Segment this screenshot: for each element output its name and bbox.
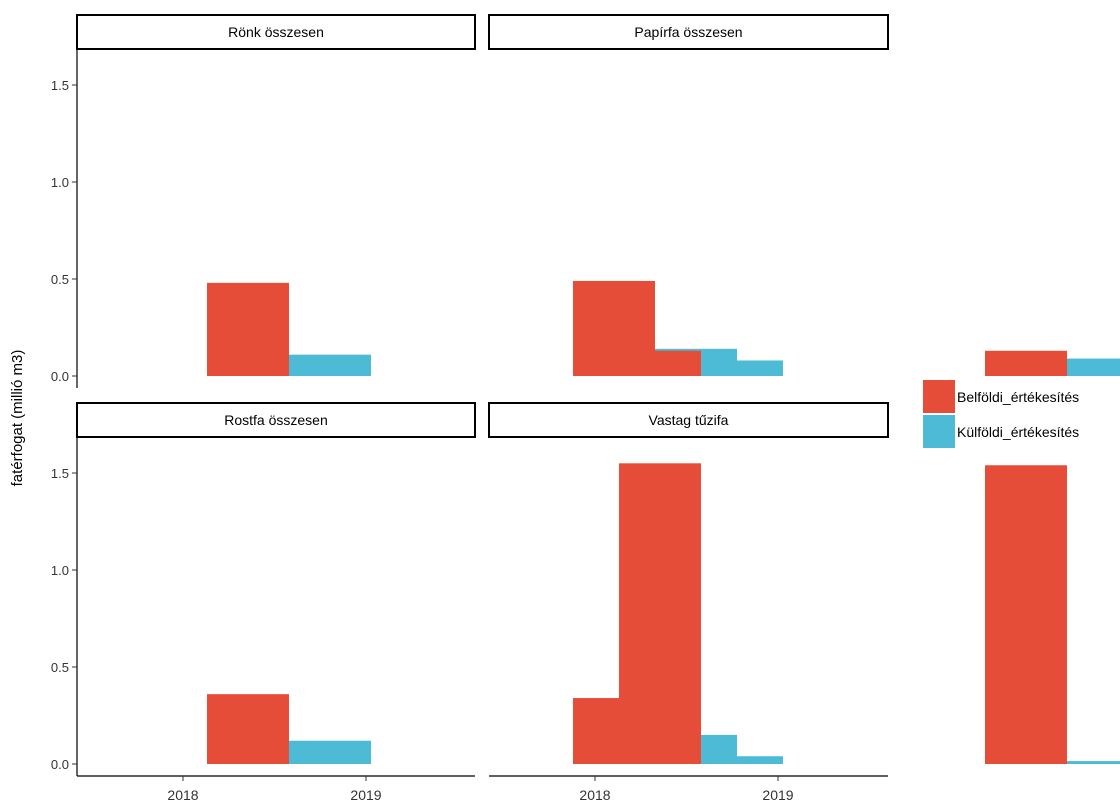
- bar: [207, 282, 289, 376]
- x-tick-label: 2018: [579, 787, 610, 803]
- facet-strip: [76, 402, 476, 438]
- x-tick-label: 2019: [762, 787, 793, 803]
- facet-strip: [76, 14, 476, 50]
- bar: [619, 463, 701, 764]
- bar: [289, 740, 371, 764]
- bar: [985, 465, 1067, 764]
- bar: [1067, 358, 1120, 376]
- facet-title: Vastag tűzifa: [649, 412, 729, 428]
- facet-title: Rostfa összesen: [224, 412, 328, 428]
- legend-key: [923, 380, 955, 413]
- y-tick-label: 0.0: [51, 757, 69, 772]
- y-tick-label: 0.0: [51, 369, 69, 384]
- y-tick-label: 0.5: [51, 660, 69, 675]
- y-tick-label: 1.5: [51, 466, 69, 481]
- facet-title: Papírfa összesen: [634, 24, 742, 40]
- bar: [619, 350, 701, 376]
- bar: [701, 756, 783, 764]
- legend-key: [923, 415, 955, 448]
- bar: [985, 350, 1067, 376]
- facet-strip: [488, 14, 889, 50]
- y-tick-label: 0.5: [51, 272, 69, 287]
- x-tick-label: 2019: [350, 787, 381, 803]
- bar: [289, 354, 371, 376]
- bar: [701, 360, 783, 376]
- legend-label: Belföldi_értékesítés: [957, 389, 1079, 405]
- y-tick-label: 1.0: [51, 175, 69, 190]
- legend-label: Külföldi_értékesítés: [957, 424, 1079, 440]
- y-tick-label: 1.0: [51, 563, 69, 578]
- bar: [207, 694, 289, 764]
- y-axis-title: fatérfogat (millió m3): [9, 350, 26, 487]
- bar: [1067, 761, 1120, 764]
- facet-strip: [488, 402, 889, 438]
- y-tick-label: 1.5: [51, 78, 69, 93]
- facet-title: Rönk összesen: [228, 24, 324, 40]
- x-tick-label: 2018: [167, 787, 198, 803]
